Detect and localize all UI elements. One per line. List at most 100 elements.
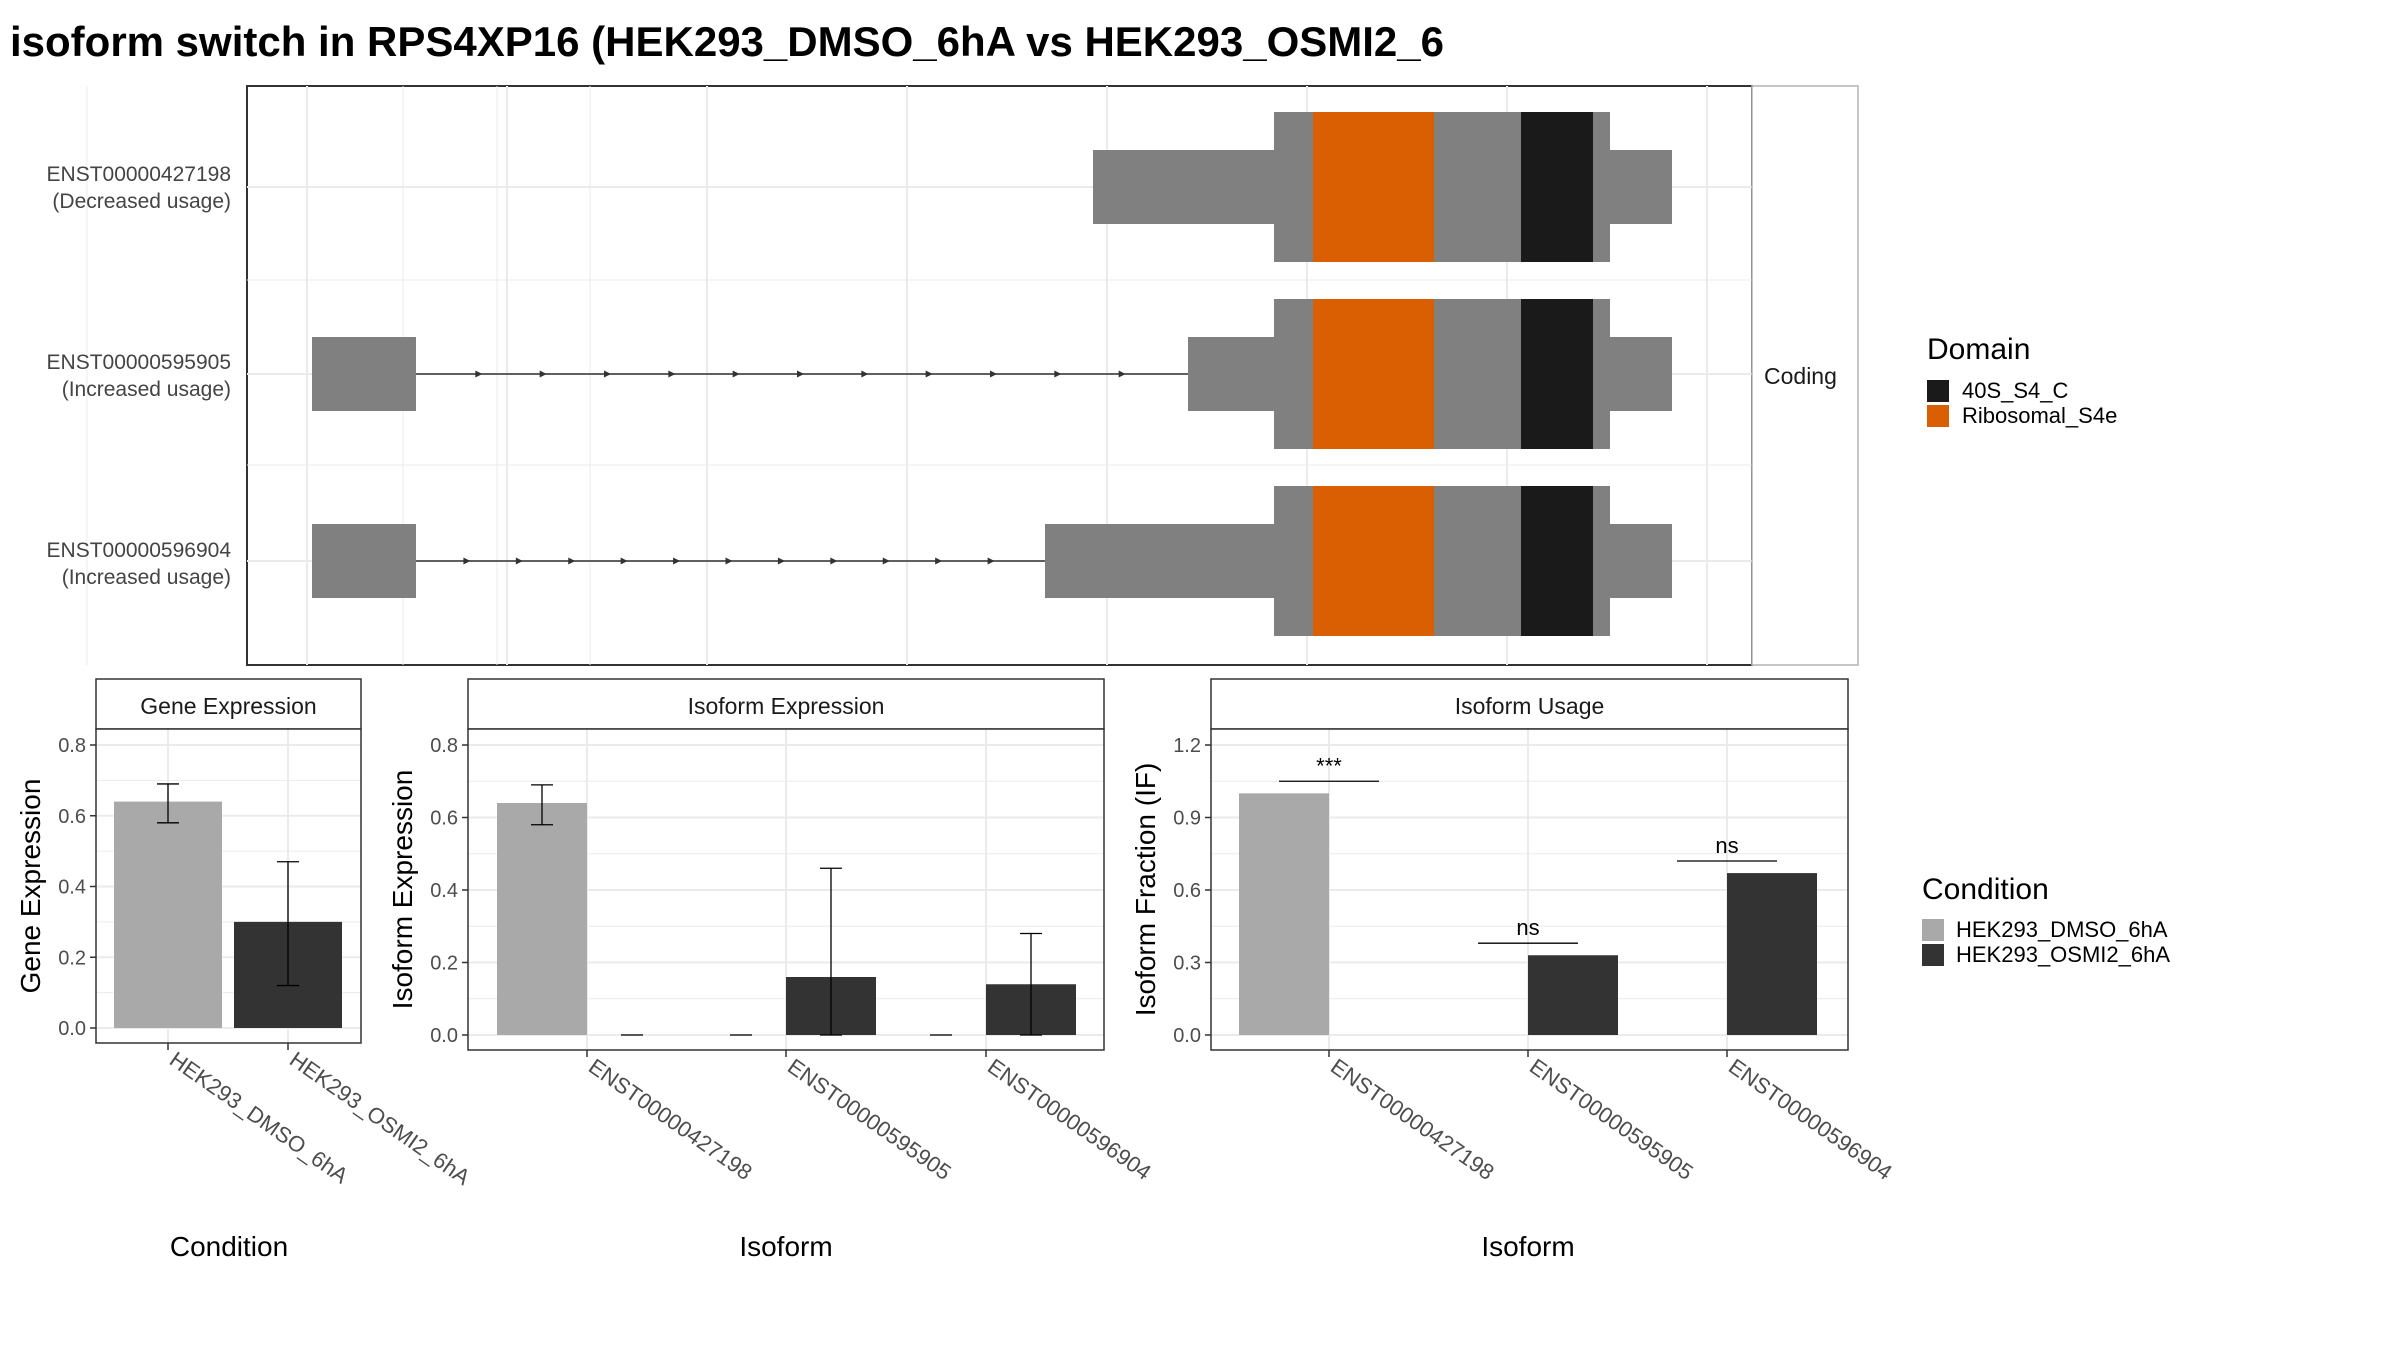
significance-label-2: ns	[1715, 833, 1738, 858]
bar-HEK293_OSMI2_6hA-ENST00000596904	[1727, 873, 1817, 1035]
isoform-track-1	[1093, 112, 1672, 262]
xtick-label-0: ENST00000427198	[584, 1054, 757, 1185]
isoform-label-1: ENST00000427198 (Decreased usage)	[47, 163, 231, 213]
panel-isoform-usage: Isoform Usage 0.0 0.3 0.6 0.9 1.2 *** ns ns ENST0…	[1130, 678, 1897, 1262]
ytick-label-1: 0.2	[430, 953, 458, 975]
isoform-label-3-id: ENST00000596904	[47, 539, 232, 562]
ytick-label-1: 0.3	[1173, 953, 1201, 975]
intron-arrow	[515, 557, 523, 565]
intron-arrow	[673, 557, 681, 565]
ytick-label-0: 0.0	[58, 1018, 86, 1040]
xtick-label-2: ENST00000596904	[983, 1054, 1156, 1185]
isoform-tracks	[312, 112, 1672, 636]
intron-arrow	[1118, 370, 1126, 378]
intron-arrow	[777, 557, 785, 565]
condition-legend: Condition HEK293_DMSO_6hA HEK293_OSMI2_6…	[1922, 873, 2170, 967]
exon-first	[312, 337, 416, 411]
ytick-label-3: 0.9	[1173, 808, 1201, 830]
intron-arrow	[620, 557, 628, 565]
legend-swatch-Ribosomal_S4e	[1927, 405, 1949, 427]
ytick-label-0: 0.0	[430, 1025, 458, 1047]
isoform-label-1-id: ENST00000427198	[47, 163, 231, 186]
panel-strip-label: Isoform Usage	[1455, 693, 1605, 719]
isoform-label-3: ENST00000596904 (Increased usage)	[47, 539, 232, 589]
ytick-label-4: 0.8	[58, 735, 86, 757]
legend-swatch-dmso	[1922, 919, 1944, 941]
bar-HEK293_DMSO_6hA-ENST00000427198	[1239, 793, 1329, 1035]
legend-swatch-40S_S4_C	[1927, 380, 1949, 402]
exon-first	[312, 524, 416, 598]
intron-arrow	[861, 370, 869, 378]
ytick-label-2: 0.6	[1173, 880, 1201, 902]
panel-border	[95, 728, 362, 1044]
intron-arrow	[539, 370, 547, 378]
domain-40S_S4_C	[1521, 112, 1593, 262]
figure-title: isoform switch in RPS4XP16 (HEK293_DMSO_…	[10, 18, 1444, 65]
facet-strip	[1751, 85, 1859, 666]
domain-legend-title: Domain	[1927, 333, 2030, 366]
condition-legend-title: Condition	[1922, 873, 2049, 906]
domain-Ribosomal_S4e	[1313, 299, 1434, 449]
intron-arrow	[990, 370, 997, 378]
bar-HEK293_DMSO_6hA-HEK293_DMSO_6hA	[114, 801, 222, 1028]
isoform-label-2-id: ENST00000595905	[47, 351, 231, 374]
panel-isoform-expression: Isoform Expression 0.0 0.2 0.4 0.6 0.8 ENST000…	[387, 678, 1156, 1262]
intron-arrow	[463, 557, 471, 565]
intron-arrow	[830, 557, 838, 565]
xtick-label-0: ENST00000427198	[1326, 1054, 1499, 1185]
panel-strip	[95, 678, 362, 730]
panel-strip-label: Isoform Expression	[688, 693, 885, 719]
ytick-label-0: 0.0	[1173, 1025, 1201, 1047]
isoform-label-1-usage: (Decreased usage)	[52, 190, 231, 213]
bar-HEK293_DMSO_6hA-ENST00000427198	[497, 803, 587, 1035]
ytick-label-1: 0.2	[58, 947, 86, 969]
x-axis-title: Isoform	[739, 1231, 832, 1262]
isoform-track-2	[312, 299, 1672, 449]
domain-legend: Domain 40S_S4_C Ribosomal_S4e	[1927, 333, 2117, 428]
intron-arrow	[475, 370, 483, 378]
facet-label-coding: Coding	[1764, 363, 1837, 389]
gene-structure-panel: Coding ENST00000427198 (Decreased usage)…	[47, 85, 2117, 666]
domain-40S_S4_C	[1521, 486, 1593, 636]
y-axis-title: Isoform Fraction (IF)	[1130, 763, 1161, 1017]
isoform-track-3	[312, 486, 1672, 636]
ytick-label-3: 0.6	[430, 808, 458, 830]
intron-arrow	[925, 370, 933, 378]
ytick-label-4: 0.8	[430, 735, 458, 757]
intron-arrow	[882, 557, 890, 565]
ytick-label-2: 0.4	[58, 877, 86, 899]
intron-arrow	[987, 557, 995, 565]
y-axis-title: Gene Expression	[15, 779, 46, 994]
intron-arrow	[935, 557, 943, 565]
intron-arrow	[732, 370, 740, 378]
ytick-label-4: 1.2	[1173, 735, 1201, 757]
domain-Ribosomal_S4e	[1313, 486, 1434, 636]
y-axis-title: Isoform Expression	[387, 770, 418, 1010]
panel-border	[1210, 728, 1849, 1051]
intron-arrow	[1054, 370, 1062, 378]
xtick-label-1: ENST00000595905	[1525, 1054, 1698, 1185]
xtick-label-2: ENST00000596904	[1724, 1054, 1897, 1185]
x-axis-title: Condition	[170, 1231, 288, 1262]
ytick-label-3: 0.6	[58, 806, 86, 828]
domain-40S_S4_C	[1521, 299, 1593, 449]
intron-arrow	[604, 370, 611, 378]
x-axis-title: Isoform	[1481, 1231, 1574, 1262]
bar-panels: Gene Expression0.00.20.40.60.8HEK293_DMS…	[15, 678, 1897, 1262]
legend-label-dmso: HEK293_DMSO_6hA	[1956, 917, 2168, 942]
ytick-label-2: 0.4	[430, 880, 458, 902]
isoform-label-2: ENST00000595905 (Increased usage)	[47, 351, 231, 401]
isoform-label-3-usage: (Increased usage)	[62, 566, 231, 589]
xtick-label-1: ENST00000595905	[783, 1054, 956, 1185]
intron-arrow	[725, 557, 733, 565]
legend-swatch-osmi2	[1922, 944, 1944, 966]
isoform-label-2-usage: (Increased usage)	[62, 378, 231, 401]
legend-label-osmi2: HEK293_OSMI2_6hA	[1956, 942, 2170, 967]
significance-label-1: ns	[1516, 915, 1539, 940]
legend-label-40S_S4_C: 40S_S4_C	[1962, 378, 2069, 403]
panel-strip	[467, 678, 1105, 730]
bar-HEK293_OSMI2_6hA-ENST00000595905	[1528, 955, 1618, 1035]
significance-label-0: ***	[1316, 753, 1342, 778]
legend-label-Ribosomal_S4e: Ribosomal_S4e	[1962, 403, 2117, 428]
